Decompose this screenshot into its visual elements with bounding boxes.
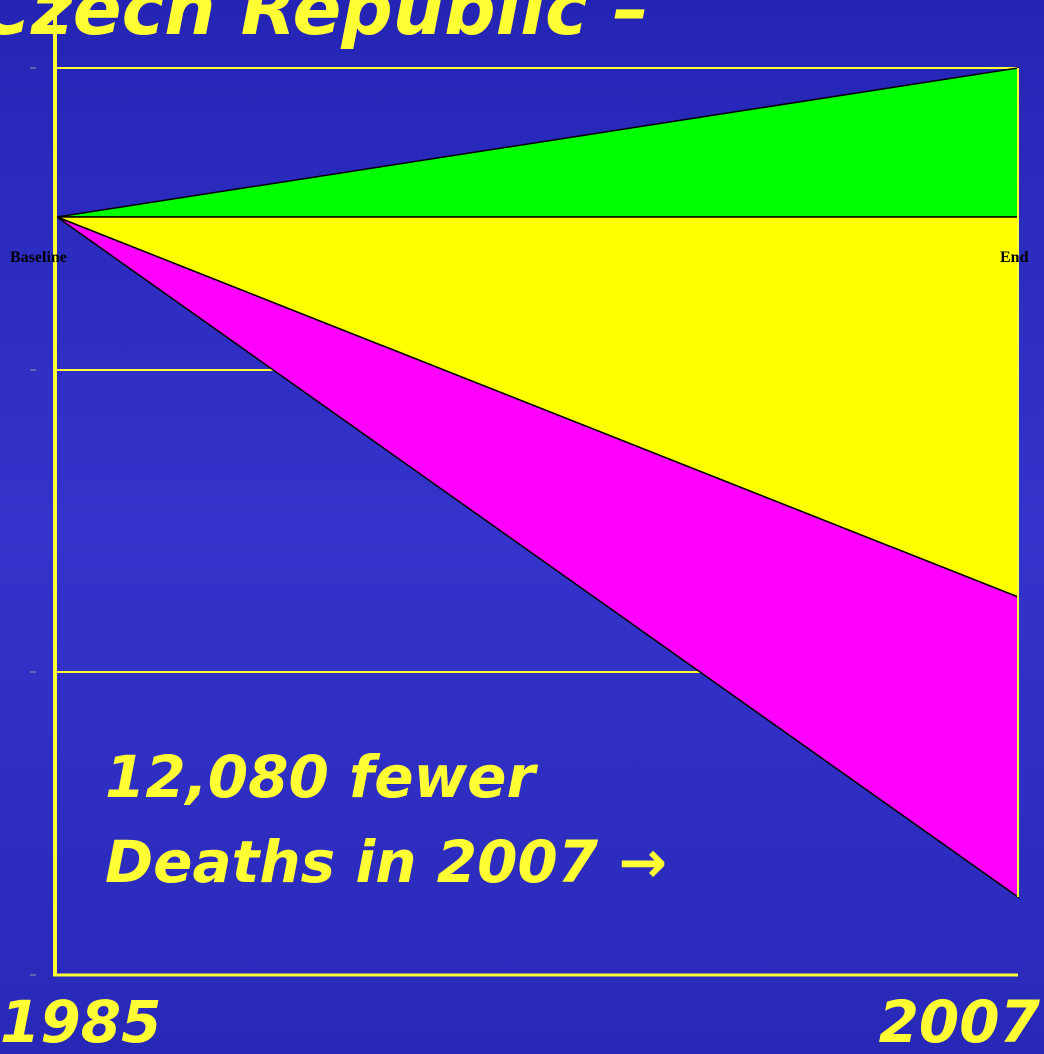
- x-label: 2007: [879, 988, 1041, 1054]
- x-label: 1985: [0, 988, 161, 1054]
- start-label: Baseline: [10, 249, 67, 266]
- annotation: 12,080 fewer: [105, 743, 538, 811]
- end-label: End: [1000, 249, 1029, 266]
- annotation: Deaths in 2007 →: [105, 828, 667, 896]
- ticks: [30, 67, 36, 976]
- title: Czech Republic –: [0, 0, 649, 51]
